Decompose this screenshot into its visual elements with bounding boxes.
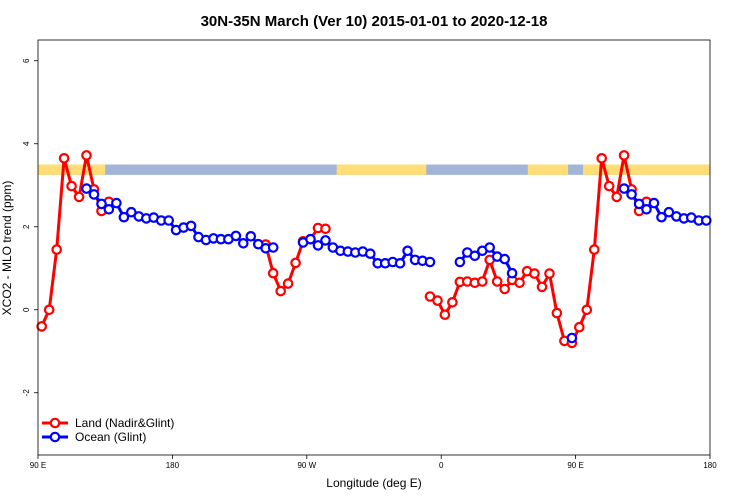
legend-land-label: Land (Nadir&Glint) [75,416,174,430]
series-land-point [551,307,563,319]
y-axis-label: XCO2 - MLO trend (ppm) [0,181,14,316]
x-axis-label: Longitude (deg E) [326,476,421,490]
series-land-point [447,296,458,308]
land-strip-segment [38,164,106,175]
series-ocean-point [484,242,495,253]
series-ocean-point [230,230,242,242]
series-land-point [544,268,555,279]
series-land-line [40,153,111,328]
series-ocean-point [312,240,324,251]
series-land-point [499,283,510,295]
x-tick-label: 180 [166,461,180,470]
land-strip-segment [583,164,710,175]
series-ocean-point [626,189,637,200]
series-ocean-point [111,197,122,209]
series-land-point [588,244,600,255]
series-land-point [81,150,92,161]
y-tick-label: 2 [22,224,31,229]
series-land-point [51,244,62,255]
series-land-point [275,285,286,297]
series-ocean-point [402,245,413,257]
y-tick-label: 4 [22,141,31,146]
series-ocean [81,183,712,344]
x-tick-label: 0 [439,461,444,470]
x-axis: 90 E 180 90 W 0 90 E 180 [30,455,717,470]
land-strip-segment [527,164,569,175]
series-ocean-point [88,189,100,200]
series-ocean-point [96,198,107,210]
series-ocean-point [305,233,316,245]
x-tick-label: 90 E [30,461,46,470]
land-strip-segment [336,164,427,175]
land-ocean-strip [38,164,710,175]
x-tick-label: 90 W [297,461,316,470]
y-tick-label: 0 [22,307,31,312]
series-land-point [618,150,630,161]
series-land-point [611,191,622,203]
series-ocean-point [469,250,481,262]
series-land-point [43,304,55,316]
series-ocean-point [566,332,578,344]
series-land-point [439,309,451,320]
series-ocean-point [103,204,115,215]
series-land-point [536,281,548,293]
series-land-point [282,278,294,289]
series-land-point [596,153,607,164]
series-ocean-point [394,257,406,269]
series-land-point [58,153,70,164]
series-ocean-point [126,206,137,218]
series-ocean-point [163,215,174,226]
series-ocean-point [238,238,249,249]
series-ocean-point [320,235,331,246]
series-land-point [73,191,85,203]
series-ocean-point [633,198,645,210]
x-tick-label: 90 E [567,461,583,470]
series-ocean-point [267,242,279,253]
y-tick-label: -2 [22,389,31,397]
series-ocean-point [618,183,630,194]
series-ocean-point [245,231,257,242]
series-ocean-point [700,215,712,226]
series-land-point [491,276,503,287]
series-land-point [36,321,47,332]
legend: Land (Nadir&Glint) Ocean (Glint) [42,416,174,444]
legend-land-marker [49,417,61,429]
plot-frame [37,39,711,456]
legend-ocean-marker [49,431,61,443]
series-land-point [514,277,525,289]
series-land [36,150,652,349]
series-land-point [529,268,540,279]
series-ocean-point [424,256,436,268]
series-ocean-point [656,211,667,223]
series-ocean-point [454,256,466,268]
series-land-point [476,276,488,287]
series-land-point [267,267,279,279]
series-land-point [603,180,615,192]
x-tick-label: 180 [703,461,717,470]
series-land-point [66,180,77,192]
series-ocean-point [648,197,660,209]
series-land-line [429,153,648,345]
series-ocean-point [506,267,518,279]
series-land-point [432,295,443,306]
series-ocean-point [185,220,197,232]
series-ocean-point [499,253,510,265]
series-land-point [320,223,331,235]
series-land-point [581,304,593,316]
series-land-point [290,257,301,269]
series-ocean-point [118,211,130,223]
series-layer [36,150,712,349]
series-ocean-point [663,206,675,218]
y-tick-label: 6 [22,58,31,63]
series-ocean-point [364,248,376,259]
y-axis: -2 0 2 4 6 [22,58,38,396]
series-ocean-point [641,204,652,215]
series-land-point [573,321,585,333]
legend-ocean-label: Ocean (Glint) [75,430,146,444]
chart-title: 30N-35N March (Ver 10) 2015-01-01 to 202… [201,13,548,30]
series-ocean-point [81,183,92,194]
